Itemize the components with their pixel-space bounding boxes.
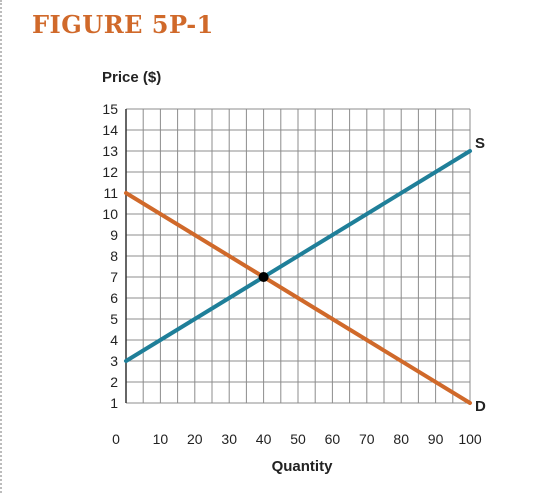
y-tick-label: 13 <box>102 143 118 159</box>
page-edge-rule <box>0 0 2 493</box>
x-tick-label: 50 <box>290 431 306 447</box>
y-tick-label: 15 <box>102 101 118 117</box>
y-tick-label: 7 <box>110 269 118 285</box>
y-tick-label: 3 <box>110 353 118 369</box>
chart-grid <box>125 108 471 404</box>
x-tick-label: 40 <box>256 431 272 447</box>
demand-label: D <box>475 398 486 415</box>
y-tick-label: 1 <box>110 395 118 411</box>
x-axis-label: Quantity <box>272 458 333 475</box>
x-tick-label: 80 <box>393 431 409 447</box>
equilibrium-point <box>258 272 269 282</box>
x-tick-label: 20 <box>187 431 203 447</box>
demand-line <box>124 191 472 405</box>
y-tick-label: 4 <box>110 332 118 348</box>
figure-title: FIGURE 5P-1 <box>32 10 214 39</box>
chart-series: SD <box>124 135 486 415</box>
supply-line <box>124 149 472 363</box>
x-tick-label: 10 <box>153 431 169 447</box>
x-tick-label: 60 <box>325 431 341 447</box>
x-tick-label: 70 <box>359 431 375 447</box>
x-tick-label: 90 <box>428 431 444 447</box>
y-tick-label: 12 <box>102 164 118 180</box>
y-tick-label: 2 <box>110 374 118 390</box>
x-tick-label: 30 <box>221 431 237 447</box>
x-tick-label: 100 <box>458 431 482 447</box>
y-tick-label: 14 <box>102 122 118 138</box>
y-tick-label: 8 <box>110 248 118 264</box>
y-tick-label: 6 <box>110 290 118 306</box>
y-tick-label: 11 <box>103 185 118 201</box>
x-tick-label: 0 <box>112 431 120 447</box>
y-tick-label: 5 <box>110 311 118 327</box>
supply-label: S <box>475 135 485 152</box>
y-tick-label: 9 <box>110 227 118 243</box>
y-axis-label: Price ($) <box>102 69 161 86</box>
y-tick-label: 10 <box>102 206 118 222</box>
